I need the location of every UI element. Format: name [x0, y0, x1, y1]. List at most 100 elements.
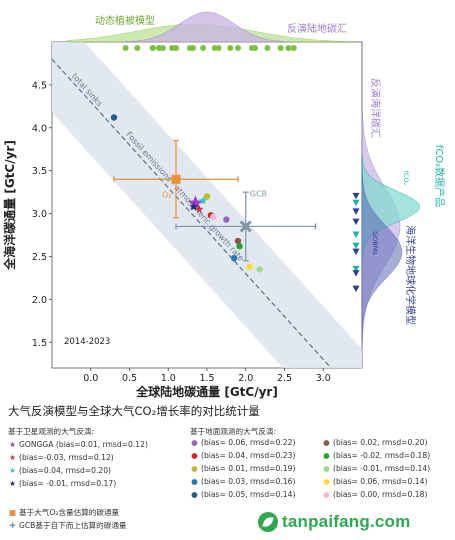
- ocean-point-2: [352, 208, 360, 215]
- legend-surface-0-label: (bias= 0.06, rmsd=0.22): [201, 438, 296, 447]
- surface-point-9: [210, 213, 217, 221]
- legend-surface-9-label: (bias= 0.00, rmsd=0.18): [333, 490, 428, 499]
- surface-point-7: [256, 266, 263, 273]
- x-tick-label: 3.0: [316, 373, 331, 384]
- watermark-text: tanpaifang.com: [282, 512, 411, 531]
- circle-icon: ●: [191, 477, 198, 486]
- dgvm-point-10: [200, 45, 207, 51]
- legend-surface-1-label: (bias= 0.04, rmsd=0.23): [201, 451, 296, 460]
- legend-surface-6: ● (bias= -0.02, rmsd=0.18): [322, 451, 430, 460]
- surface-point-2: [203, 193, 211, 200]
- y-tick-label: 3.0: [32, 209, 47, 220]
- o2-label: O₂: [162, 190, 172, 199]
- circle-icon: ●: [323, 477, 330, 486]
- satellite-point-0: [187, 195, 203, 210]
- dgvm-point-16: [252, 45, 259, 51]
- y-tick-label: 2.5: [32, 252, 47, 263]
- dgvm-point-17: [264, 45, 271, 51]
- legend-surface-4: ● (bias= 0.05, rmsd=0.14): [190, 490, 295, 499]
- ocean-point-8: [352, 270, 360, 277]
- dgvm-point-1: [134, 45, 141, 51]
- surface-heading: 基于地面观测的大气反演:: [190, 427, 277, 436]
- ocean-point-0: [352, 192, 360, 200]
- legend-surface-3: ● (bias= 0.03, rmsd=0.16): [190, 477, 295, 486]
- surface-point-5: [234, 237, 242, 245]
- x-tick-label: 0.0: [83, 373, 98, 384]
- fco2-short-label: fCO₂: [402, 171, 410, 186]
- gobm-distribution: [361, 153, 403, 343]
- circle-icon: ●: [323, 438, 330, 447]
- surface-point-4: [110, 114, 118, 121]
- legend-satellite-0-label: GONGGA (bias=0.01, rmsd=0.12): [19, 440, 148, 449]
- o2-marker: [171, 174, 181, 184]
- dgvm-point-12: [215, 45, 222, 51]
- circle-icon: ●: [191, 451, 198, 460]
- y-axis-label: 全海洋碳通量 [GtC/yr]: [2, 140, 17, 271]
- star-icon: ★: [9, 440, 16, 449]
- satellite-point-2: [198, 196, 208, 205]
- ocean-point-9: [352, 285, 360, 293]
- dgvm-point-13: [227, 45, 234, 51]
- surface-point-8: [246, 263, 253, 270]
- period-label: 2014-2023: [64, 337, 110, 347]
- legend-satellite-1: ★ (bias=-0.03, rmsd=0.12): [8, 453, 114, 462]
- legend-surface-2-label: (bias= 0.01, rmsd=0.19): [201, 464, 296, 473]
- legend-o2: ■ 基于大气O₂含量估算的碳通量: [8, 507, 119, 518]
- top-left-label: 动态植被模型: [95, 14, 155, 27]
- legend-surface-5-label: (bias= 0.02, rmsd=0.20): [333, 438, 428, 447]
- satellite-point-3: [189, 202, 199, 211]
- right-product-label: fCO₂数据产品: [433, 145, 446, 207]
- legend-surface-5: ● (bias= 0.02, rmsd=0.20): [322, 438, 427, 447]
- x-axis-label: 全球陆地碳通量 [GtC/yr]: [135, 384, 278, 399]
- x-tick-label: 2.0: [238, 373, 253, 384]
- chart-title: 大气反演模型与全球大气CO₂增长率的对比统计量: [8, 404, 260, 418]
- satellite-heading: 基于卫星观测的大气反演:: [8, 427, 95, 436]
- dgvm-point-19: [285, 45, 292, 51]
- legend-satellite-2: ★ (bias=0.04, rmsd=0.20): [8, 466, 111, 475]
- legend-surface-2: ● (bias= 0.01, rmsd=0.19): [190, 464, 295, 473]
- x-tick-label: 1.5: [199, 373, 214, 384]
- legend-satellite-2-label: (bias=0.04, rmsd=0.20): [19, 466, 111, 475]
- satellite-point-1: [195, 204, 204, 213]
- star-icon: ★: [9, 453, 16, 462]
- legend-surface-8-label: (bias= 0.06, rmsd=0.14): [333, 477, 428, 486]
- y-tick-label: 4.5: [32, 80, 47, 91]
- leaf-icon: [258, 512, 278, 532]
- cross-icon: ✚: [9, 521, 16, 530]
- legend-o2-label: 基于大气O₂含量估算的碳通量: [19, 508, 120, 517]
- x-tick-label: 1.0: [161, 373, 176, 384]
- legend-surface-9: ● (bias= 0.00, rmsd=0.18): [322, 490, 427, 499]
- watermark-logo: tanpaifang.com: [258, 510, 410, 534]
- total-sinks-band: [52, 42, 362, 368]
- x-tick-label: 0.5: [122, 373, 137, 384]
- ocean-point-4: [352, 231, 360, 239]
- star-icon: ★: [9, 479, 16, 488]
- legend-satellite-0: ★ GONGGA (bias=0.01, rmsd=0.12): [8, 440, 148, 449]
- dgvm-point-9: [190, 45, 197, 51]
- y-tick-label: 2.0: [32, 295, 47, 306]
- circle-icon: ●: [191, 438, 198, 447]
- fossil-emissions-line: [52, 58, 332, 368]
- legend-surface-4-label: (bias= 0.05, rmsd=0.14): [201, 490, 296, 499]
- gcb-label: GCB: [250, 189, 267, 198]
- circle-icon: ●: [191, 490, 198, 499]
- legend-satellite-3-label: (bias= -0.01, rmsd=0.17): [19, 479, 117, 488]
- legend-surface-7: ● (bias= -0.01, rmsd=0.14): [322, 464, 430, 473]
- square-icon: ■: [8, 508, 17, 517]
- ocean-point-3: [352, 218, 360, 226]
- circle-icon: ●: [323, 451, 330, 460]
- y-tick-label: 4.0: [32, 123, 47, 134]
- right-lower-label: 海洋生物地球化学模型: [404, 225, 417, 325]
- legend-surface-1: ● (bias= 0.04, rmsd=0.23): [190, 451, 295, 460]
- dgvm-point-5: [159, 45, 166, 51]
- legend-surface-3-label: (bias= 0.03, rmsd=0.16): [201, 477, 296, 486]
- circle-icon: ●: [191, 464, 198, 473]
- legend-satellite-3: ★ (bias= -0.01, rmsd=0.17): [8, 479, 116, 488]
- legend-surface-7-label: (bias= -0.01, rmsd=0.14): [333, 464, 431, 473]
- chart-svg: Fossil emissions - atmospheric growth ra…: [2, 11, 446, 399]
- ocean-point-5: [352, 242, 360, 250]
- top-right-label: 反演陆地碳汇: [287, 22, 347, 35]
- right-upper-label: 反演海洋碳汇: [369, 78, 382, 138]
- ocean-point-1: [352, 199, 360, 207]
